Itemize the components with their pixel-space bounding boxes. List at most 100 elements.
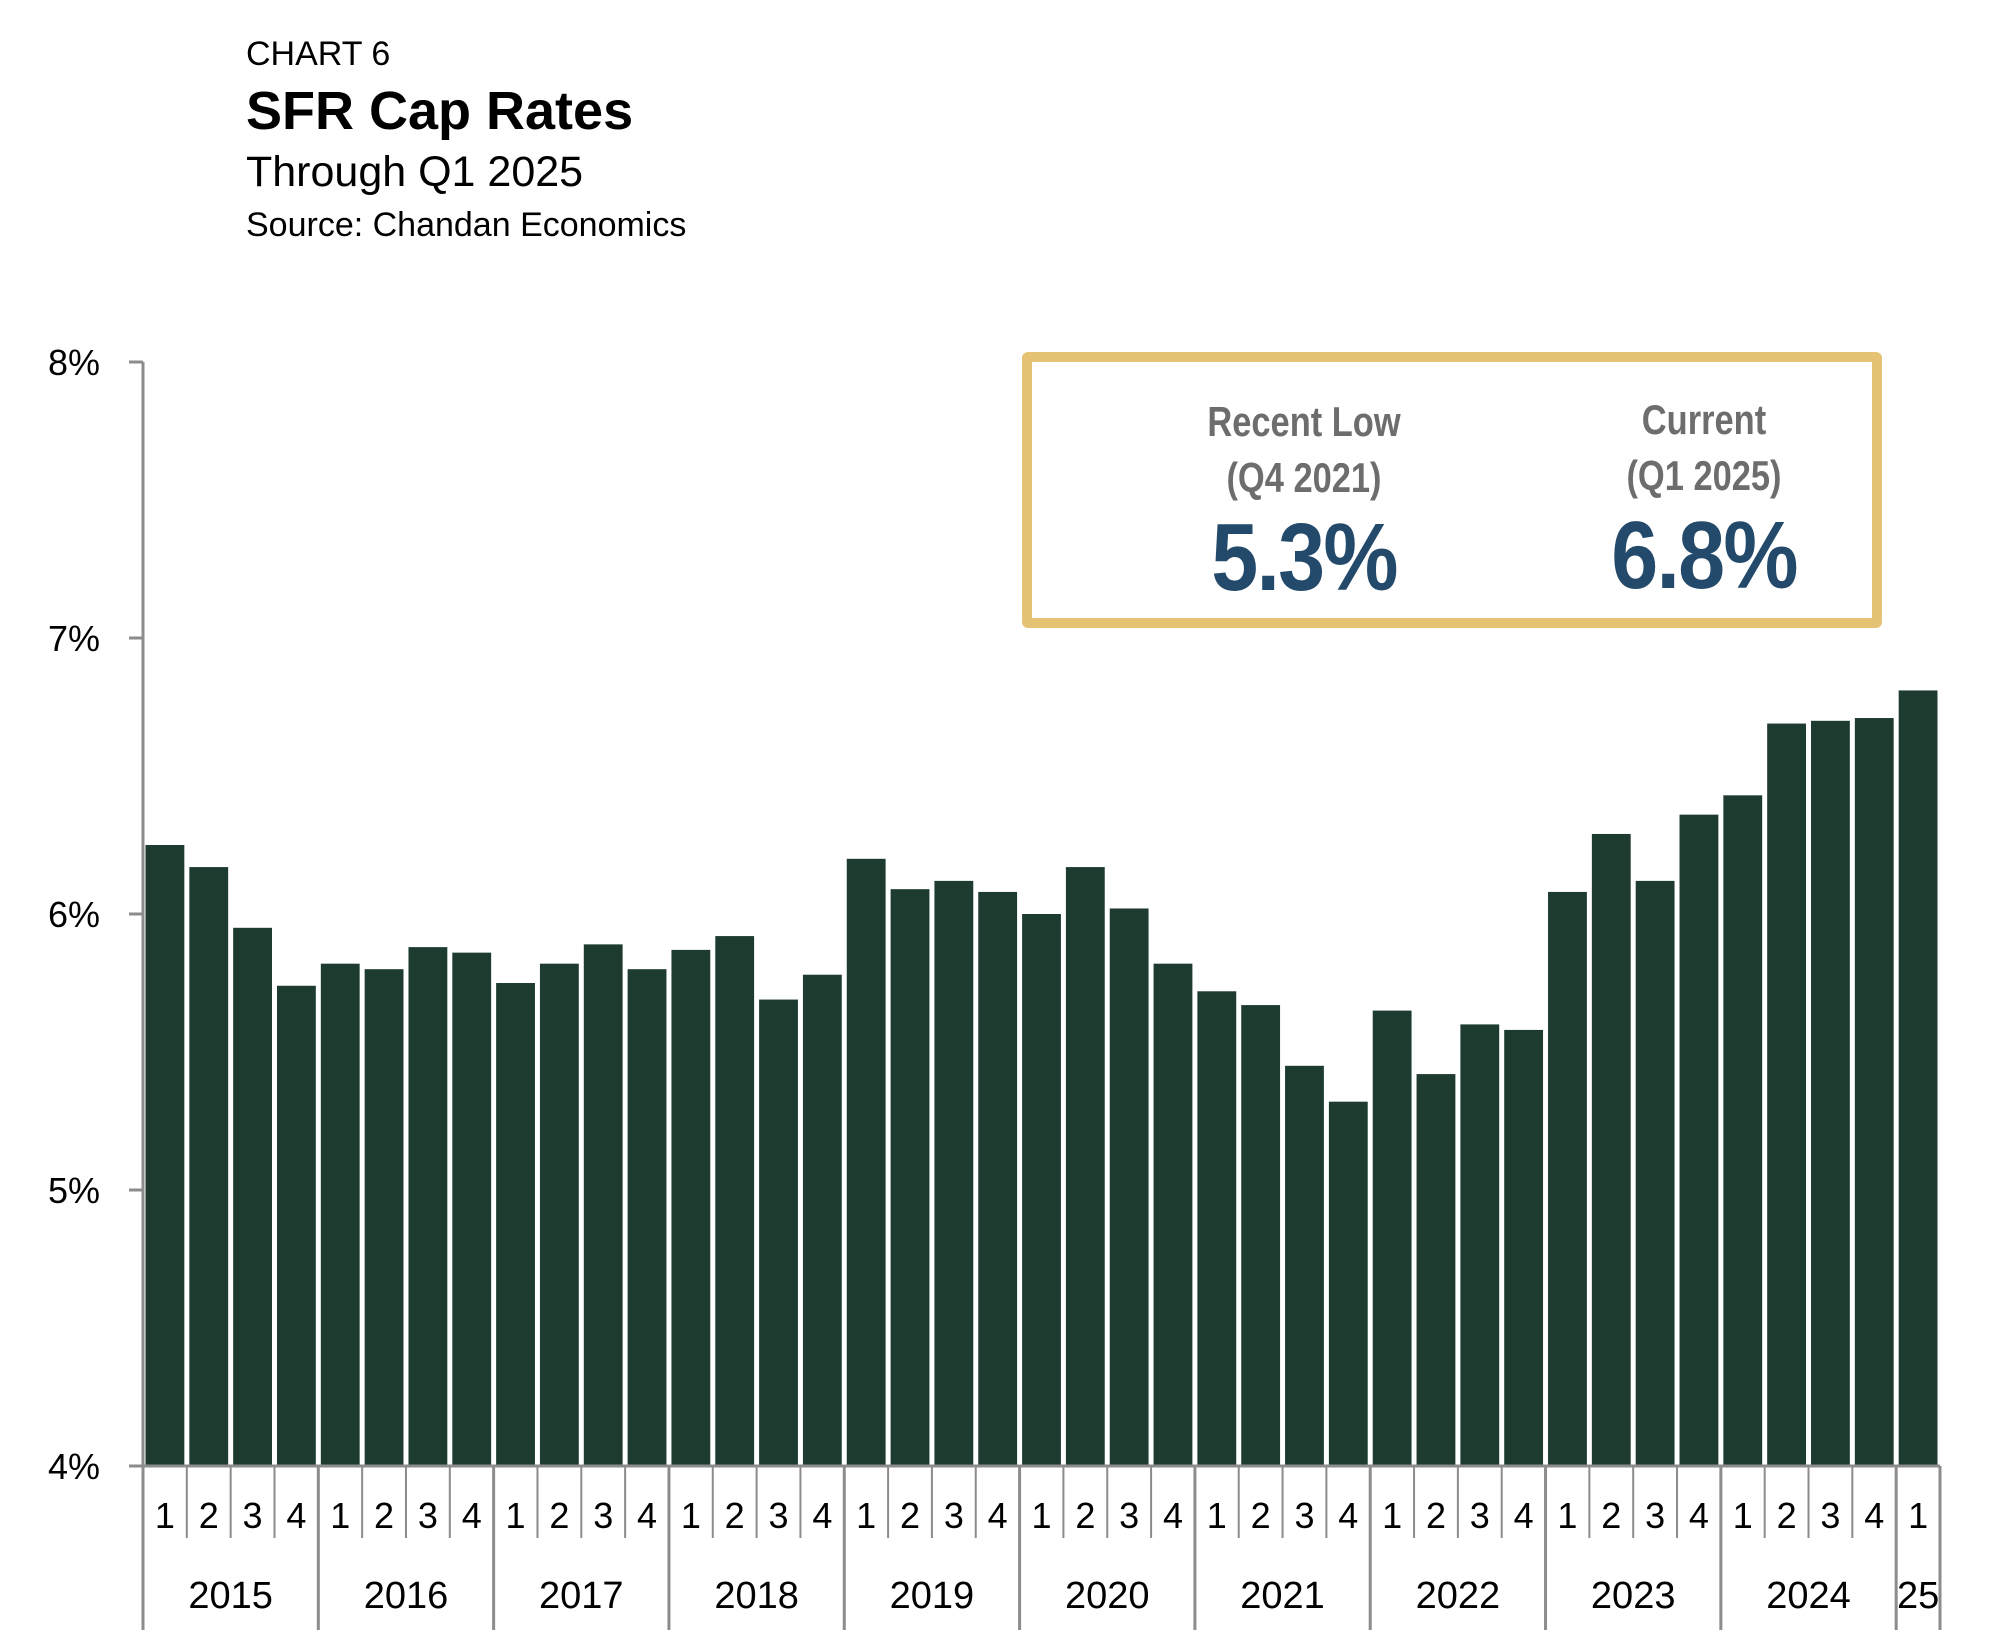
- year-label: 2016: [364, 1575, 449, 1617]
- bar: [671, 949, 711, 1466]
- quarter-label: 1: [155, 1495, 175, 1536]
- quarter-label: 2: [1075, 1495, 1095, 1536]
- bar: [759, 999, 798, 1466]
- bar: [802, 974, 842, 1466]
- quarter-label: 1: [1557, 1495, 1577, 1536]
- bar: [890, 889, 930, 1466]
- quarter-label: 2: [374, 1495, 394, 1536]
- bar: [1591, 833, 1631, 1466]
- bar: [145, 845, 185, 1466]
- bar: [1109, 908, 1149, 1466]
- quarter-label: 4: [1864, 1495, 1884, 1536]
- quarter-label: 3: [1645, 1495, 1665, 1536]
- bar: [364, 969, 404, 1466]
- quarter-label: 4: [1514, 1495, 1534, 1536]
- year-label: 2023: [1591, 1575, 1676, 1617]
- bar: [1416, 1074, 1456, 1466]
- recent-low-label: Recent Low: [1207, 398, 1401, 445]
- current-stat: Current (Q1 2025) 6.8%: [1494, 392, 1914, 606]
- quarter-label: 3: [769, 1495, 789, 1536]
- y-tick-label: 4%: [48, 1446, 100, 1487]
- quarter-label: 4: [286, 1495, 306, 1536]
- quarter-label: 3: [1820, 1495, 1840, 1536]
- bar: [1197, 991, 1237, 1466]
- bar: [715, 936, 755, 1466]
- bar: [1241, 1005, 1281, 1466]
- quarter-label: 3: [243, 1495, 263, 1536]
- quarter-label: 2: [1601, 1495, 1621, 1536]
- quarter-label: 4: [462, 1495, 482, 1536]
- year-label: 25: [1897, 1575, 1939, 1617]
- quarter-label: 1: [1382, 1495, 1402, 1536]
- year-label: 2021: [1240, 1575, 1325, 1617]
- quarter-label: 3: [944, 1495, 964, 1536]
- bar: [583, 944, 623, 1466]
- quarter-label: 2: [199, 1495, 219, 1536]
- bar: [934, 880, 974, 1466]
- year-label: 2024: [1766, 1575, 1851, 1617]
- bar: [1328, 1101, 1368, 1466]
- year-label: 2018: [714, 1575, 799, 1617]
- chart-title: SFR Cap Rates: [246, 81, 634, 141]
- quarter-label: 1: [1031, 1495, 1051, 1536]
- bar: [496, 983, 535, 1466]
- quarter-label: 1: [856, 1495, 876, 1536]
- bar: [1460, 1024, 1500, 1466]
- quarter-label: 1: [681, 1495, 701, 1536]
- stats-callout: Recent Low (Q4 2021) 5.3% Current (Q1 20…: [1022, 352, 1882, 628]
- bar: [276, 985, 316, 1466]
- quarter-label: 4: [1689, 1495, 1709, 1536]
- year-label: 2022: [1416, 1575, 1501, 1617]
- bar: [1022, 914, 1061, 1466]
- bar: [408, 947, 448, 1466]
- chart-source: Source: Chandan Economics: [246, 206, 687, 244]
- chart-number: CHART 6: [246, 35, 391, 73]
- quarter-label: 4: [1338, 1495, 1358, 1536]
- quarter-label: 4: [1163, 1495, 1183, 1536]
- bar: [1548, 891, 1587, 1466]
- quarter-label: 4: [637, 1495, 657, 1536]
- recent-low-stat: Recent Low (Q4 2021) 5.3%: [1094, 394, 1514, 608]
- year-label: 2020: [1065, 1575, 1150, 1617]
- quarter-label: 1: [1733, 1495, 1753, 1536]
- quarter-label: 1: [1908, 1495, 1928, 1536]
- quarter-label: 3: [593, 1495, 613, 1536]
- year-label: 2017: [539, 1575, 624, 1617]
- bar: [1723, 795, 1763, 1466]
- bar: [1679, 814, 1719, 1466]
- current-value: 6.8%: [1611, 502, 1798, 609]
- quarter-label: 3: [1119, 1495, 1139, 1536]
- bar: [1635, 880, 1675, 1466]
- bar: [452, 952, 492, 1466]
- bar: [233, 927, 272, 1466]
- current-period: (Q1 2025): [1626, 452, 1782, 499]
- quarter-label: 1: [506, 1495, 526, 1536]
- quarter-label: 4: [988, 1495, 1008, 1536]
- quarter-label: 4: [812, 1495, 832, 1536]
- chart-header: CHART 6 SFR Cap Rates Through Q1 2025 So…: [246, 30, 686, 250]
- quarter-label: 2: [1426, 1495, 1446, 1536]
- y-tick-label: 5%: [48, 1170, 100, 1211]
- bar: [1898, 690, 1938, 1466]
- bar: [189, 867, 229, 1466]
- quarter-label: 3: [418, 1495, 438, 1536]
- current-label: Current: [1641, 396, 1767, 443]
- bar: [1065, 867, 1105, 1466]
- bar: [1854, 718, 1894, 1466]
- y-tick-label: 6%: [48, 894, 100, 935]
- quarter-label: 2: [725, 1495, 745, 1536]
- recent-low-period: (Q4 2021): [1226, 454, 1382, 501]
- bar: [1285, 1065, 1324, 1466]
- chart-subtitle: Through Q1 2025: [246, 148, 584, 196]
- bar: [627, 969, 667, 1466]
- quarter-label: 2: [900, 1495, 920, 1536]
- quarter-label: 2: [1777, 1495, 1797, 1536]
- bar: [1372, 1010, 1412, 1466]
- quarter-label: 2: [1251, 1495, 1271, 1536]
- quarter-label: 3: [1294, 1495, 1314, 1536]
- bar: [1504, 1029, 1544, 1466]
- bar: [846, 858, 886, 1466]
- bar: [1811, 720, 1850, 1466]
- bar: [978, 891, 1018, 1466]
